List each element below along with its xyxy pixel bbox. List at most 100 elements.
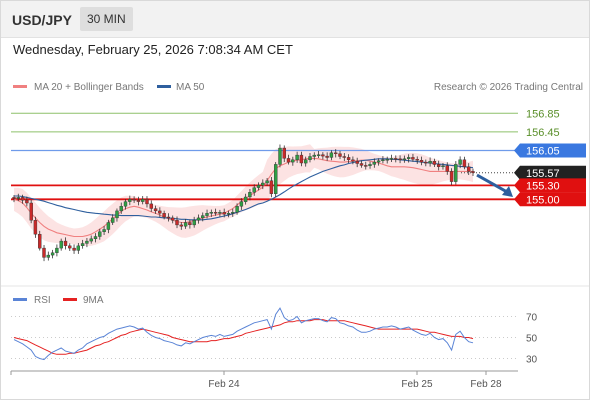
candle-body — [269, 180, 274, 194]
candle-body — [119, 206, 123, 212]
candle-body — [364, 165, 368, 167]
candle-body — [145, 199, 149, 205]
candle-body — [93, 236, 98, 239]
candle-body — [334, 152, 338, 155]
candle-body — [304, 159, 308, 164]
candle-body — [38, 233, 42, 249]
candle-body — [98, 231, 102, 237]
legend-9ma-swatch — [63, 298, 77, 301]
price-level-tag — [514, 165, 586, 180]
forecast-arrow-head — [502, 185, 513, 197]
datetime-label: Wednesday, February 25, 2026 7:08:34 AM … — [13, 42, 293, 57]
candle-body — [170, 217, 175, 221]
legend-ma20-swatch — [13, 85, 27, 88]
candle-body — [355, 160, 359, 164]
candle-body — [123, 201, 128, 207]
candle-body — [59, 240, 63, 249]
candle-body — [428, 160, 432, 164]
price-level-label: 156.05 — [526, 145, 560, 157]
price-level-label: 156.85 — [526, 108, 560, 120]
candle-body — [33, 219, 38, 235]
candle-body — [218, 212, 222, 214]
rsi-tick-label: 30 — [526, 355, 538, 366]
header-bar: USD/JPY 30 MIN — [1, 1, 589, 38]
candle-body — [462, 159, 467, 168]
candle-body — [329, 152, 334, 158]
price-level-label: 156.45 — [526, 127, 560, 139]
candle-body — [25, 199, 29, 204]
candle-body — [231, 212, 235, 214]
candle-body — [46, 254, 50, 258]
candle-body — [467, 166, 471, 172]
candle-body — [175, 219, 179, 226]
candle-body — [454, 164, 458, 182]
candle-body — [449, 171, 454, 182]
candle-body — [213, 212, 218, 214]
candle-body — [299, 154, 304, 164]
bollinger-band — [14, 144, 473, 246]
candle-body — [166, 216, 171, 219]
candle-body — [402, 158, 407, 161]
candle-body — [200, 215, 205, 219]
candle-body — [278, 147, 282, 165]
timeframe-button[interactable]: 30 MIN — [80, 7, 133, 31]
candle-body — [398, 158, 402, 161]
candle-body — [286, 158, 291, 163]
legend-9ma-label: 9MA — [83, 295, 104, 306]
candle-body — [441, 165, 445, 168]
legend-ma50-label: MA 50 — [176, 82, 205, 93]
candle-body — [63, 240, 68, 246]
candle-body — [102, 229, 106, 232]
price-level-label: 155.30 — [526, 180, 560, 192]
candle-body — [149, 203, 154, 209]
price-level-tag — [514, 192, 586, 207]
legend-ma50-swatch — [157, 85, 171, 88]
rsi-tick-label: 70 — [526, 313, 538, 324]
candle-body — [188, 222, 192, 225]
candle-body — [115, 210, 119, 219]
candle-body — [55, 247, 59, 253]
candle-body — [389, 158, 394, 160]
candle-body — [12, 197, 16, 199]
candle-body — [158, 210, 162, 214]
price-level-label: 155.00 — [526, 194, 560, 206]
ma20-line — [13, 157, 473, 238]
candle-body — [192, 219, 196, 226]
candle-body — [419, 159, 424, 163]
candle-body — [183, 222, 188, 227]
candle-body — [226, 213, 231, 215]
legend-rsi-label: RSI — [34, 295, 51, 306]
candle-body — [411, 157, 415, 160]
candle-body — [132, 199, 136, 201]
candle-body — [265, 180, 269, 184]
rsi-9ma-line — [13, 319, 474, 355]
legend-rsi-swatch — [13, 298, 27, 301]
candle-body — [316, 154, 321, 156]
price-level-label: 155.57 — [526, 168, 560, 180]
candle-body — [282, 147, 286, 159]
price-level-tag — [514, 143, 586, 158]
candle-body — [295, 154, 299, 160]
candle-body — [346, 157, 351, 160]
candle-body — [72, 247, 76, 251]
candle-body — [359, 163, 364, 166]
rsi-line — [13, 307, 474, 361]
x-axis: Feb 24 Feb 25 Feb 28 — [10, 371, 502, 390]
rsi-tick-label: 50 — [526, 334, 538, 345]
candle-body — [80, 243, 85, 246]
candle-body — [338, 153, 342, 157]
candle-body — [394, 158, 398, 160]
candle-body — [252, 187, 256, 193]
candle-body — [205, 213, 209, 216]
candle-body — [458, 159, 462, 165]
candle-body — [209, 212, 214, 214]
candle-body — [153, 208, 158, 212]
x-tick-label: Feb 25 — [401, 379, 433, 390]
candle-body — [16, 197, 21, 199]
candle-body — [376, 160, 381, 163]
candle-body — [235, 206, 239, 213]
candle-body — [243, 196, 248, 202]
legend-ma20-label: MA 20 + Bollinger Bands — [34, 82, 144, 93]
candle-body — [342, 156, 346, 158]
